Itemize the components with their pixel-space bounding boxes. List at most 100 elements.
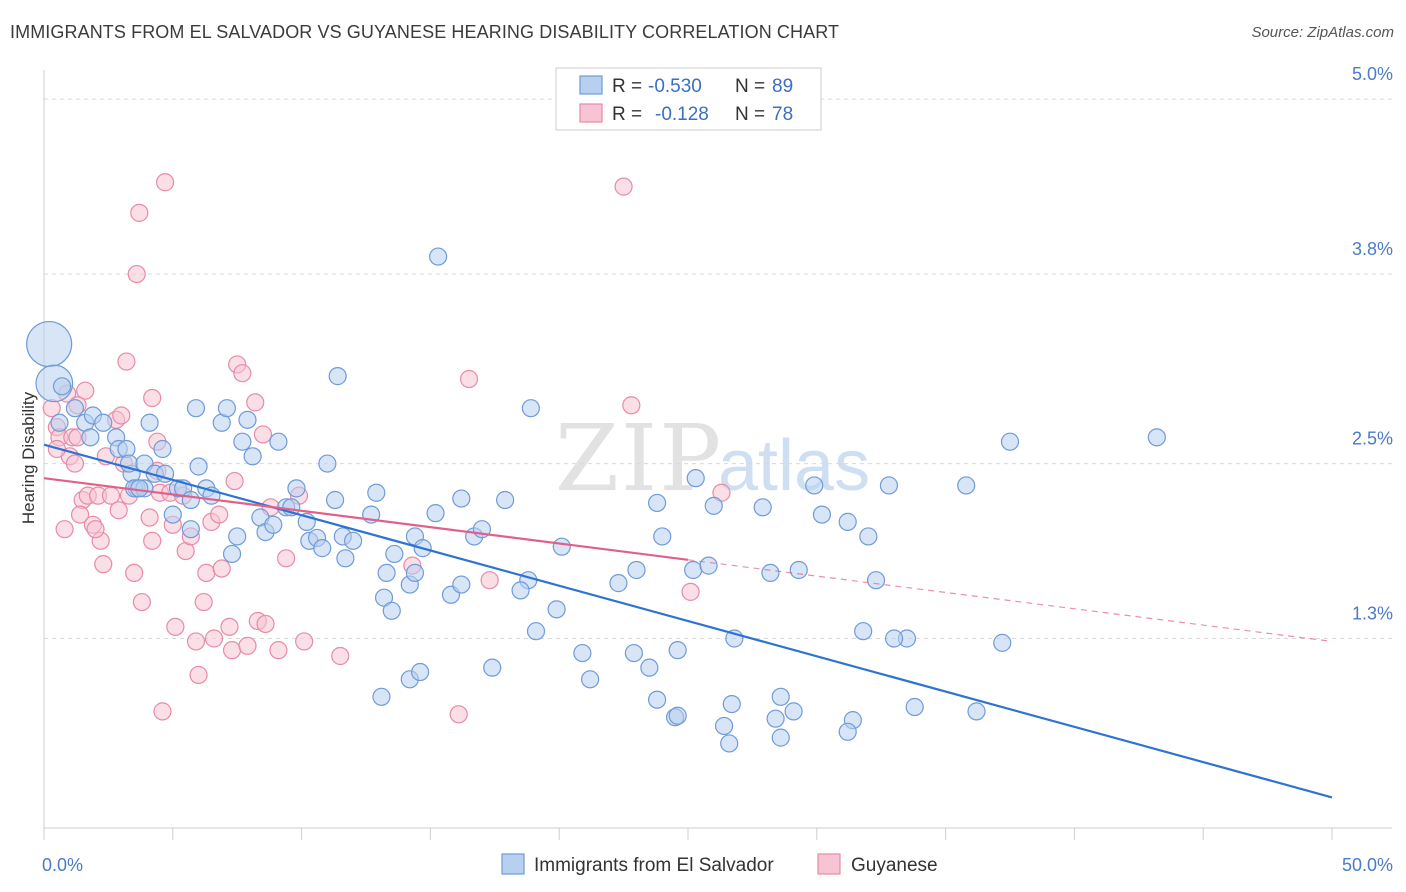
legend-n-value-1: 89	[772, 76, 793, 97]
guyanese-point-45	[204, 629, 224, 648]
guyanese-point-21	[117, 352, 136, 371]
el-salvador-point-45	[287, 479, 306, 498]
y-tick-label-1: 2.5%	[1352, 429, 1393, 449]
el-salvador-point-86	[686, 469, 705, 488]
el-salvador-point-70	[372, 687, 391, 706]
guyanese-point-36	[166, 617, 185, 636]
el-salvador-point-6	[81, 428, 100, 447]
guyanese-point-62	[295, 632, 314, 651]
guyanese-point-54	[246, 393, 265, 412]
el-salvador-point-118	[866, 571, 886, 590]
el-salvador-point-111	[859, 527, 878, 546]
el-salvador-point-66	[426, 504, 445, 523]
watermark-zip: ZIP	[555, 405, 723, 512]
el-salvador-point-72	[410, 662, 430, 682]
el-salvador-point-101	[771, 687, 790, 706]
legend-label-guyanese: Guyanese	[851, 855, 938, 876]
el-salvador-point-42	[269, 432, 288, 451]
el-salvador-point-119	[1147, 428, 1166, 447]
el-salvador-point-115	[1000, 432, 1020, 451]
el-salvador-point-52	[328, 367, 347, 386]
guyanese-point-70	[681, 582, 700, 601]
guyanese-point-59	[269, 641, 288, 660]
el-salvador-point-79	[552, 537, 571, 556]
el-salvador-point-80	[581, 670, 600, 689]
y-tick-label-3: 5.0%	[1352, 64, 1393, 84]
el-salvador-point-29	[189, 457, 208, 476]
guyanese-point-28	[143, 531, 162, 550]
guyanese-point-69	[622, 396, 641, 415]
el-salvador-point-73	[452, 489, 471, 508]
el-salvador-point-59	[385, 544, 404, 564]
legend-label-el-salvador: Immigrants from El Salvador	[534, 855, 774, 876]
legend-n-value-2: 78	[772, 104, 793, 125]
el-salvador-point-84	[647, 493, 667, 513]
trend-lines	[43, 443, 1333, 799]
el-salvador-point-55	[344, 531, 363, 550]
el-salvador-point-58	[377, 563, 396, 583]
guyanese-point-24	[127, 264, 146, 284]
el-salvador-point-78	[521, 399, 540, 418]
guyanese-point-27	[140, 508, 159, 527]
guyanese-point-25	[130, 203, 149, 222]
el-salvador-point-77	[496, 490, 515, 510]
el-salvador-point-2	[52, 377, 72, 396]
el-salvador-point-81	[627, 560, 646, 580]
el-salvador-point-26	[181, 490, 200, 510]
el-salvador-point-8	[94, 413, 113, 432]
el-salvador-point-85	[684, 560, 703, 580]
legend-r-label-1: R =	[612, 76, 642, 97]
el-salvador-point-102	[784, 702, 803, 721]
el-salvador-point-57	[367, 483, 386, 502]
guyanese-point-42	[194, 592, 213, 612]
guyanese-point-47	[212, 559, 231, 578]
el-salvador-point-108	[805, 476, 824, 495]
guyanese-point-66	[459, 369, 479, 389]
el-salvador-point-113	[879, 476, 899, 495]
guyanese-point-48	[220, 617, 239, 636]
el-salvador-point-109	[812, 505, 832, 524]
el-salvador-point-100	[722, 694, 741, 714]
el-salvador-point-69	[429, 247, 448, 266]
legend-swatch-el-salvador	[501, 853, 525, 875]
el-salvador-point-41	[264, 515, 283, 534]
el-salvador-point-125	[714, 716, 734, 736]
guyanese-point-41	[189, 665, 208, 685]
el-salvador-point-112	[884, 629, 904, 648]
guyanese-point-67	[480, 571, 499, 590]
y-tick-label-0: 1.3%	[1352, 604, 1393, 624]
el-salvador-point-89	[761, 563, 780, 583]
el-salvador-point-3	[50, 413, 69, 432]
el-salvador-point-76	[483, 658, 502, 677]
el-salvador-point-122	[766, 709, 785, 728]
el-salvador-point-49	[313, 539, 332, 558]
el-salvador-point-33	[217, 399, 236, 418]
el-salvador-point-96	[624, 643, 644, 663]
el-salvador-point-24	[163, 505, 182, 524]
guyanese-point-72	[76, 381, 95, 400]
el-salvador-point-36	[233, 432, 252, 451]
el-salvador-point-90	[789, 560, 808, 580]
el-salvador-point-61	[382, 601, 401, 620]
series-el-salvador-points	[26, 247, 1166, 753]
el-salvador-point-38	[243, 447, 262, 466]
guyanese-point-68	[614, 177, 633, 196]
el-salvador-point-117	[967, 702, 986, 721]
el-salvador-point-121	[668, 706, 687, 725]
legend-r-value-1: -0.530	[648, 76, 702, 97]
guyanese-point-56	[253, 425, 273, 444]
guyanese-point-65	[449, 705, 468, 724]
guyanese-point-9	[70, 505, 90, 524]
guyanese-point-50	[225, 471, 244, 491]
el-salvador-point-54	[336, 549, 355, 568]
el-salvador-point-19	[140, 413, 159, 432]
series-legend: Immigrants from El Salvador Guyanese	[501, 853, 938, 876]
el-salvador-point-68	[452, 575, 471, 594]
el-salvador-point-83	[653, 527, 672, 546]
el-salvador-point-114	[957, 476, 976, 495]
el-salvador-point-4	[65, 399, 85, 418]
el-salvador-point-105	[647, 690, 667, 709]
guyanese-point-15	[86, 520, 105, 539]
el-salvador-point-63	[405, 563, 425, 583]
